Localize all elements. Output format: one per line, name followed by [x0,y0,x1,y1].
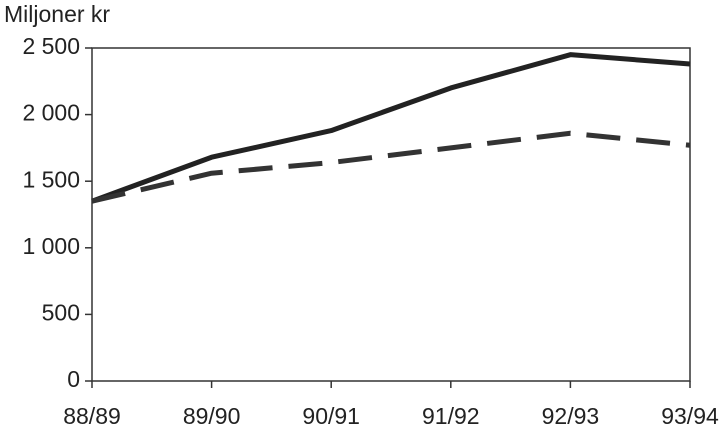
data-line [91,130,691,204]
x-tick-label: 92/93 [542,403,600,429]
x-tick-label: 89/90 [183,403,241,429]
x-tick-label: 90/91 [302,403,360,429]
x-tick-label: 88/89 [63,403,121,429]
y-tick-label: 1 000 [22,233,80,259]
y-axis-label: Miljoner kr [4,1,110,27]
x-tick-label: 91/92 [422,403,480,429]
y-tick-label: 500 [42,299,80,325]
y-tick-label: 2 000 [22,100,80,126]
data-line [91,52,691,204]
x-tick-label: 93/94 [661,403,719,429]
y-tick-label: 0 [67,366,80,392]
y-tick-label: 2 500 [22,33,80,59]
y-tick-label: 1 500 [22,166,80,192]
plot-frame [91,47,691,382]
